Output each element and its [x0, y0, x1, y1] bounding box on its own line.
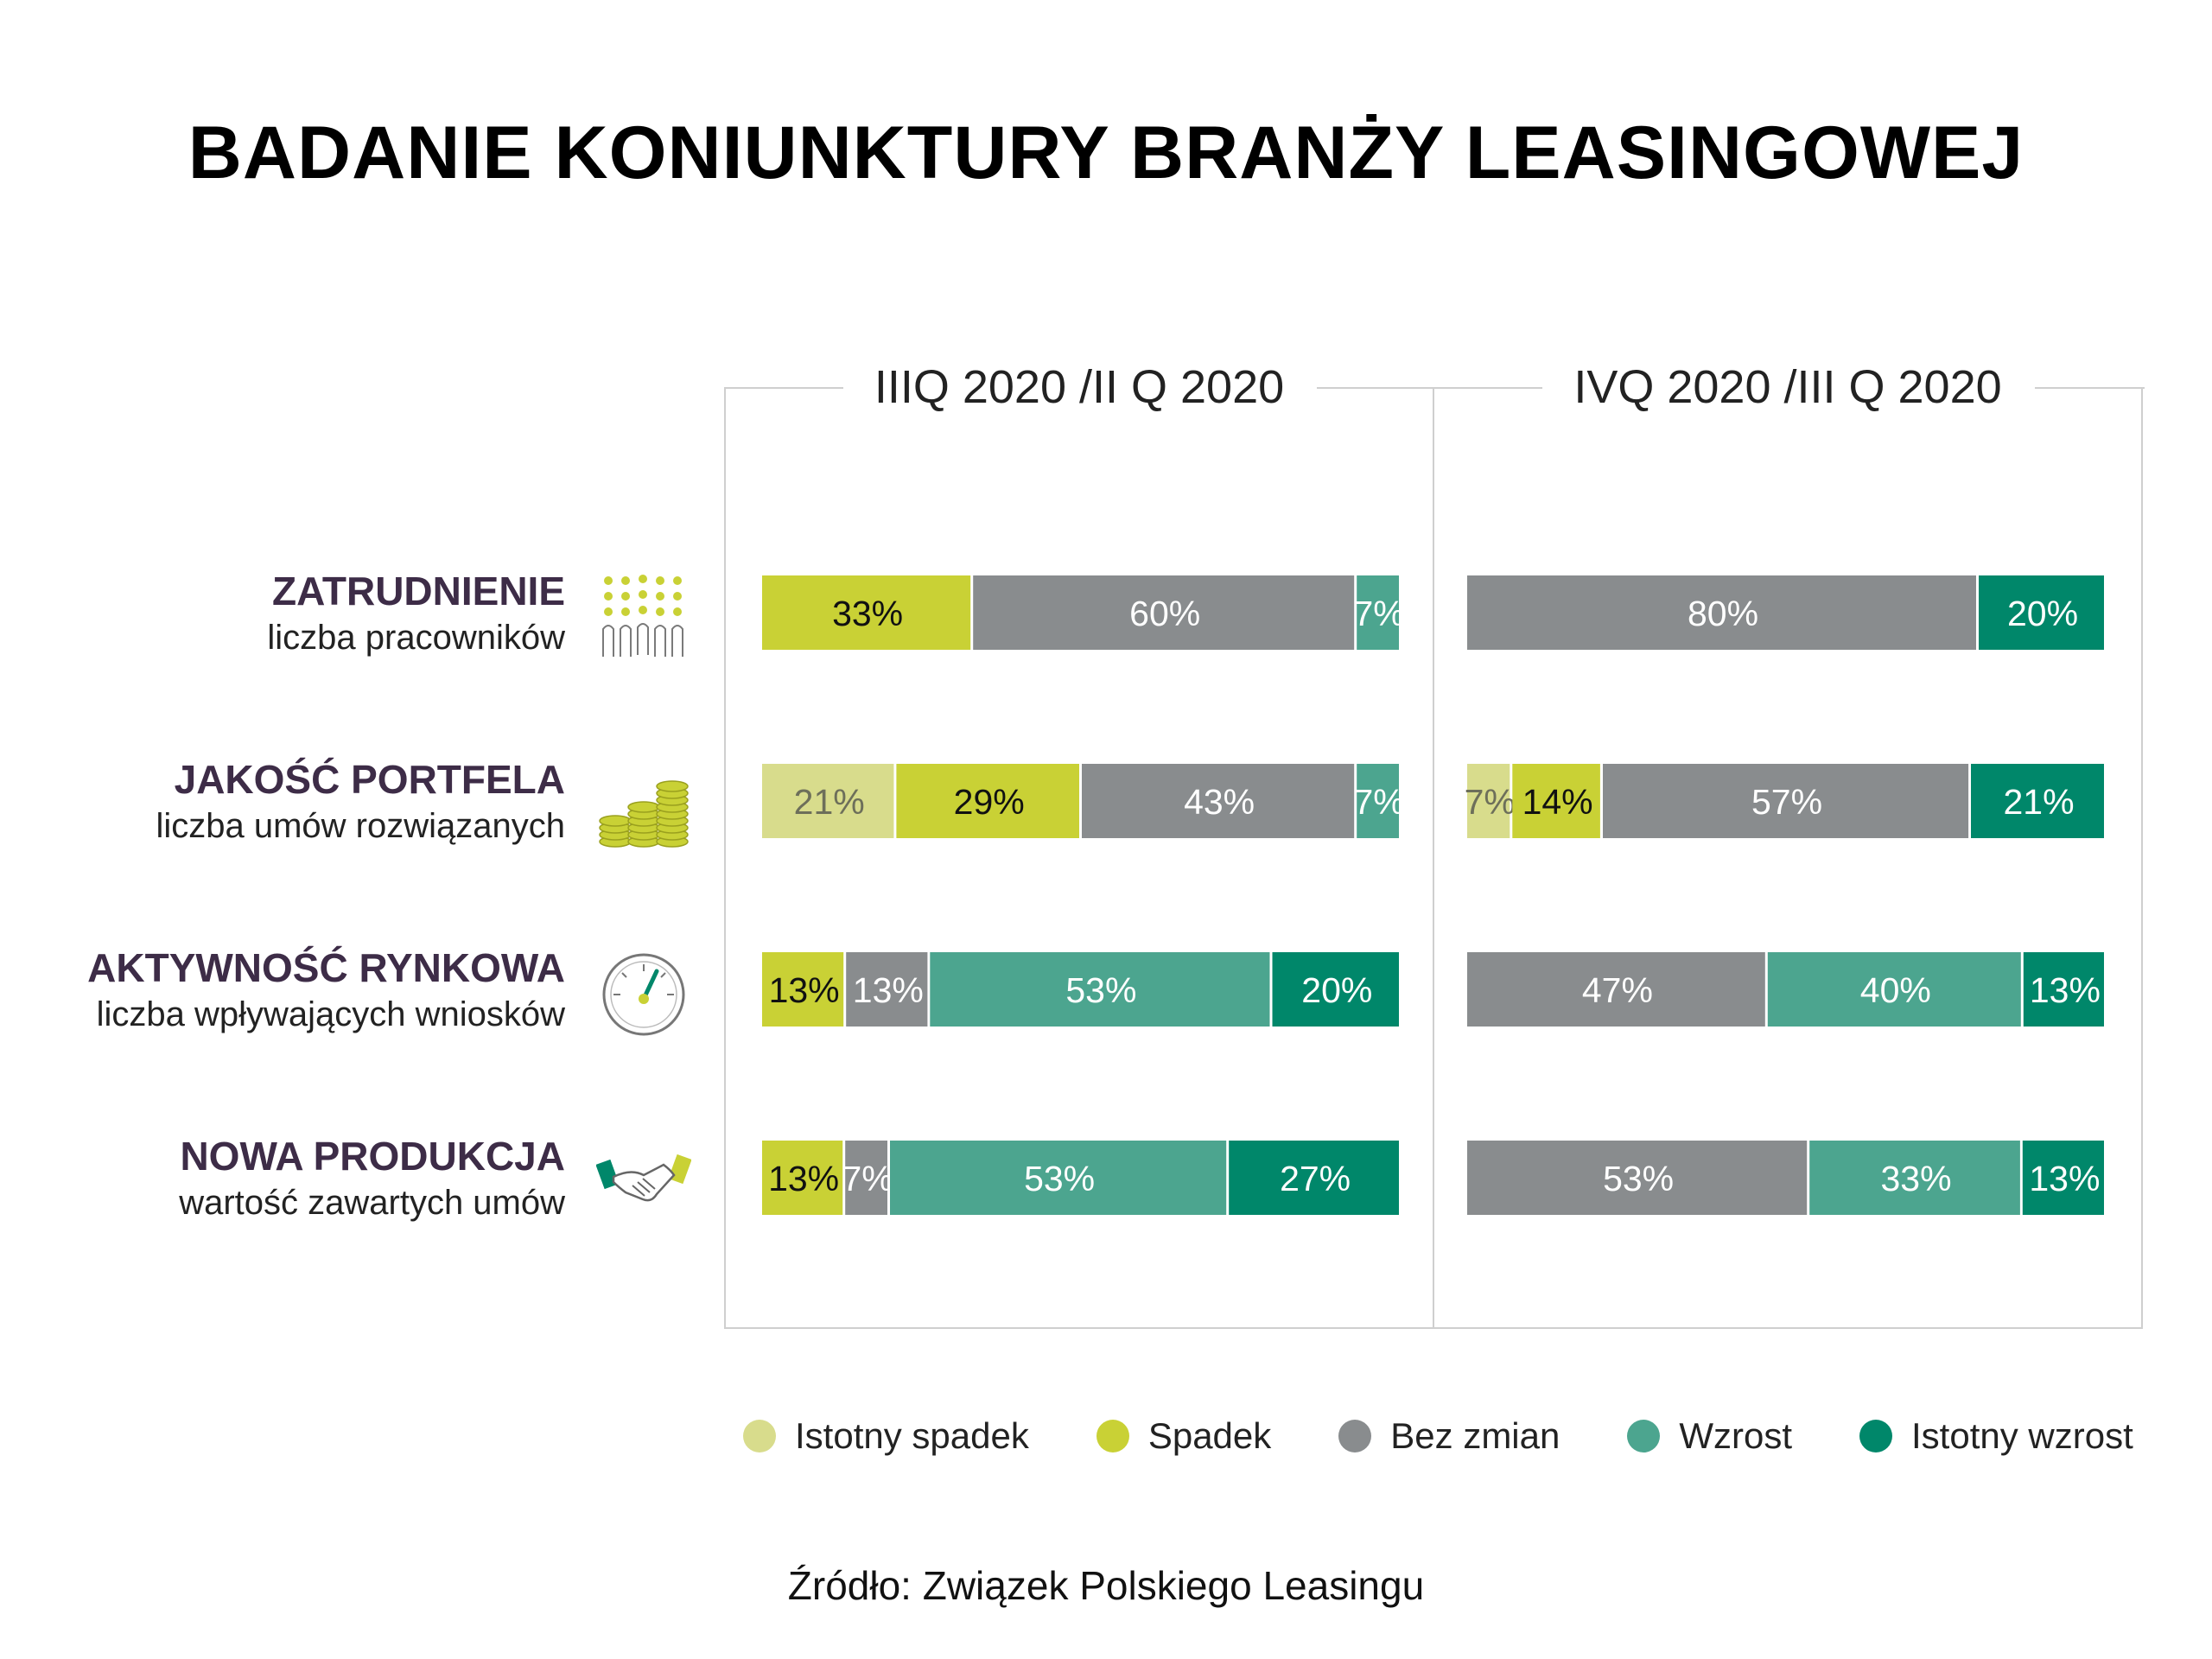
bar-value-label: 80%: [1688, 594, 1758, 633]
bar-value-label: 47%: [1582, 970, 1653, 1010]
legend-label: Bez zmian: [1390, 1415, 1560, 1456]
speedometer-icon: [602, 953, 685, 1036]
bar-segment: [762, 575, 971, 650]
bar-segment: [762, 1141, 843, 1215]
chart-title: BADANIE KONIUNKTURY BRANŻY LEASINGOWEJ: [188, 111, 2024, 194]
bar-value-label: 60%: [1129, 594, 1200, 633]
row-label-jakosc-portfela: JAKOŚĆ PORTFELA liczba umów rozwiązanych: [156, 755, 565, 849]
people-group-icon: [602, 575, 683, 657]
row-label-aktywnosc-rynkowa: AKTYWNOŚĆ RYNKOWA liczba wpływających wn…: [87, 944, 565, 1037]
bar-segment: [1512, 764, 1600, 838]
row-subtitle: wartość zawartych umów: [179, 1184, 565, 1222]
legend: Istotny spadek Spadek Bez zmian Wzrost I…: [743, 1410, 2201, 1462]
bar-value-label: 13%: [769, 970, 840, 1010]
bar-segment: [1357, 764, 1399, 838]
bar-value-label: 53%: [1603, 1159, 1674, 1198]
bar-value-label: 7%: [842, 1159, 893, 1198]
legend-item-spadek: Spadek: [1096, 1415, 1271, 1457]
bar-segment: [896, 764, 1079, 838]
legend-label: Wzrost: [1679, 1415, 1793, 1456]
legend-item-bez-zmian: Bez zmian: [1338, 1415, 1560, 1457]
bar-segment: [1229, 1141, 1399, 1215]
bar-segment: [1979, 575, 2104, 650]
legend-item-wzrost: Wzrost: [1627, 1415, 1792, 1457]
bar-segment: [1082, 764, 1355, 838]
bar-segment: [2023, 952, 2104, 1027]
legend-marker: [743, 1420, 776, 1452]
bar-value-label: 13%: [2030, 970, 2101, 1010]
row-subtitle: liczba umów rozwiązanych: [156, 807, 565, 845]
row-title: NOWA PRODUKCJA: [180, 1134, 565, 1179]
panel-border-top: [1433, 387, 1543, 389]
panel-header: IIIQ 2020 /II Q 2020: [726, 359, 1433, 415]
bar-value-label: 33%: [832, 594, 903, 633]
row-subtitle: liczba pracowników: [267, 619, 565, 657]
bar-value-label: 7%: [1353, 782, 1404, 822]
bar-segment: [1809, 1141, 2020, 1215]
bar-value-label: 53%: [1065, 970, 1136, 1010]
bar-segment: [1467, 952, 1765, 1027]
bar-segment: [1467, 575, 1976, 650]
panel-border-top: [1317, 387, 1436, 389]
bar-value-label: 13%: [768, 1159, 839, 1198]
bar-value-label: 53%: [1024, 1159, 1095, 1198]
bar-segment: [890, 1141, 1227, 1215]
row-title: JAKOŚĆ PORTFELA: [174, 757, 565, 802]
bar-value-label: 40%: [1860, 970, 1931, 1010]
legend-marker: [1627, 1420, 1661, 1452]
legend-label: Spadek: [1147, 1415, 1272, 1456]
bar-value-label: 20%: [1301, 970, 1372, 1010]
bar-segment: [845, 1141, 887, 1215]
bar-value-label: 20%: [2007, 594, 2078, 633]
panel-header-label: IVQ 2020 /III Q 2020: [1541, 361, 2035, 413]
bar-segment: [1767, 952, 2021, 1027]
bar-value-label: 29%: [954, 782, 1025, 822]
legend-item-istotny-wzrost: Istotny wzrost: [1859, 1415, 2133, 1457]
panel-border-top: [724, 387, 843, 389]
panel-header: IVQ 2020 /III Q 2020: [1434, 359, 2141, 415]
bar-segment: [762, 952, 844, 1027]
panel-border-top: [2034, 387, 2145, 389]
legend-marker: [1859, 1420, 1893, 1452]
panel-header-label: IIIQ 2020 /II Q 2020: [841, 361, 1318, 413]
legend-marker: [1338, 1420, 1372, 1452]
legend-label: Istotny spadek: [795, 1415, 1029, 1456]
legend-label: Istotny wzrost: [1911, 1415, 2133, 1456]
coin-stacks-icon: [599, 780, 689, 848]
bar-value-label: 14%: [1522, 782, 1593, 822]
bar-value-label: 13%: [853, 970, 924, 1010]
bar-segment: [1272, 952, 1399, 1027]
legend-marker: [1096, 1420, 1129, 1452]
panel-q4-vs-q3: IVQ 2020 /III Q 2020: [1433, 361, 2145, 1329]
bar-value-label: 7%: [1353, 594, 1404, 633]
bar-value-label: 57%: [1751, 782, 1822, 822]
bar-segment: [1603, 764, 1969, 838]
handshake-icon: [596, 1154, 691, 1202]
bar-segment: [1467, 764, 1510, 838]
bar-value-label: 43%: [1184, 782, 1255, 822]
bar-segment: [973, 575, 1355, 650]
bar-value-label: 27%: [1280, 1159, 1351, 1198]
bar-value-label: 21%: [794, 782, 865, 822]
legend-item-istotny-spadek: Istotny spadek: [743, 1415, 1029, 1457]
row-title: AKTYWNOŚĆ RYNKOWA: [87, 945, 565, 990]
row-label-zatrudnienie: ZATRUDNIENIE liczba pracowników: [267, 567, 565, 660]
row-title: ZATRUDNIENIE: [271, 569, 565, 613]
bar-segment: [1467, 1141, 1808, 1215]
bar-value-label: 33%: [1880, 1159, 1951, 1198]
bar-segment: [930, 952, 1270, 1027]
bar-value-label: 7%: [1465, 782, 1516, 822]
panel-q3-vs-q2: IIIQ 2020 /II Q 2020: [724, 361, 1436, 1329]
bar-value-label: 21%: [2003, 782, 2074, 822]
row-label-nowa-produkcja: NOWA PRODUKCJA wartość zawartych umów: [179, 1132, 565, 1225]
bar-segment: [2022, 1141, 2104, 1215]
bar-segment: [1357, 575, 1399, 650]
bar-segment: [762, 764, 894, 838]
bar-segment: [1971, 764, 2104, 838]
source-note: Źródło: Związek Polskiego Leasingu: [787, 1563, 1425, 1608]
bar-value-label: 13%: [2029, 1159, 2100, 1198]
bar-segment: [846, 952, 928, 1027]
row-subtitle: liczba wpływających wniosków: [96, 995, 565, 1033]
